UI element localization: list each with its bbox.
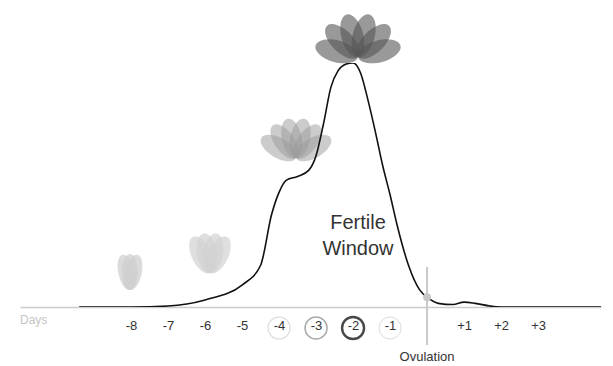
x-tick: -5: [237, 307, 249, 333]
x-tick: +3: [531, 307, 546, 333]
x-tick: -3: [311, 307, 323, 333]
x-tick: -6: [200, 307, 212, 333]
fertile-day-circles: [268, 317, 401, 339]
x-tick: +1: [457, 307, 472, 333]
x-tick-label: -8: [126, 318, 138, 333]
lotus-petal: [355, 35, 403, 68]
x-tick: -4: [274, 307, 286, 333]
x-tick-label: +3: [531, 318, 546, 333]
plot-area: [79, 63, 601, 307]
fertile-day-circle: [268, 317, 290, 339]
lotus-icon: [313, 12, 404, 68]
fertile-day-circle: [379, 317, 401, 339]
x-tick-label: -4: [274, 318, 286, 333]
x-axis: -8 -7 -6 -5 -4 -3 -2 -1 +1 +2 +3: [21, 307, 602, 333]
x-tick: -1: [385, 307, 397, 333]
x-tick-label: -5: [237, 318, 249, 333]
curve: [79, 63, 601, 307]
x-axis-title: Days: [20, 313, 47, 327]
lotus-petal: [122, 253, 145, 292]
fertile-window-label: FertileWindow: [322, 211, 394, 259]
x-tick: -7: [163, 307, 175, 333]
fertile-day-circle: [342, 317, 364, 339]
x-tick-label: -3: [311, 318, 323, 333]
x-tick-label: +2: [494, 318, 509, 333]
x-tick-label: -6: [200, 318, 212, 333]
x-tick-label: -2: [348, 318, 360, 333]
x-tick-label: -1: [385, 318, 397, 333]
x-tick-label: -7: [163, 318, 175, 333]
ovulation-dot: [423, 293, 431, 301]
lotus-petal: [201, 233, 236, 278]
x-tick: -2: [348, 307, 360, 333]
x-tick-label: +1: [457, 318, 472, 333]
x-tick: -8: [126, 307, 138, 333]
ovulation-line: [426, 267, 428, 345]
x-tick: +2: [494, 307, 509, 333]
lotus-icon: [115, 253, 146, 292]
ovulation-label: Ovulation: [400, 349, 455, 364]
fertile-day-circle: [305, 317, 327, 339]
lotus-icon: [184, 232, 236, 277]
chart: -8 -7 -6 -5 -4 -3 -2 -1 +1 +2 +3 Days FertileWindow O…: [0, 0, 613, 366]
lotus-icons: [115, 12, 404, 292]
